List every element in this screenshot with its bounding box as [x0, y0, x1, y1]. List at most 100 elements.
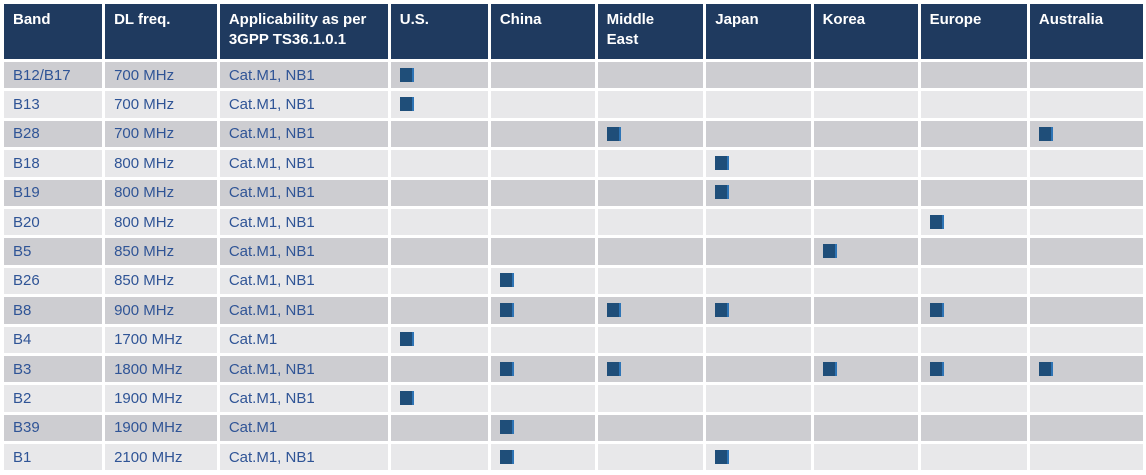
- cell-region-middle_east: [597, 120, 704, 148]
- cell-band: B18: [4, 150, 103, 177]
- cell-dl_freq: 1700 MHz: [105, 326, 217, 353]
- cell-region-middle_east: [597, 208, 704, 236]
- table-body: B12/B17 700 MHz Cat.M1, NB1 B13 700 MHz Cat.M…: [4, 62, 1143, 471]
- cell-applicability: Cat.M1, NB1: [219, 179, 388, 206]
- availability-marker: [499, 361, 514, 376]
- cell-applicability: Cat.M1: [219, 414, 388, 442]
- cell-band: B5: [4, 238, 103, 265]
- cell-region-australia: [1029, 179, 1143, 206]
- cell-region-middle_east: [597, 267, 704, 295]
- availability-marker: [499, 273, 514, 288]
- cell-region-middle_east: [597, 414, 704, 442]
- cell-region-us: [390, 120, 488, 148]
- cell-region-china: [490, 179, 595, 206]
- cell-dl_freq: 800 MHz: [105, 179, 217, 206]
- cell-region-japan: [706, 62, 811, 89]
- cell-region-europe: [920, 208, 1027, 236]
- cell-region-australia: [1029, 267, 1143, 295]
- cell-region-china: [490, 267, 595, 295]
- cell-region-us: [390, 179, 488, 206]
- cell-region-middle_east: [597, 297, 704, 324]
- cell-region-japan: [706, 238, 811, 265]
- cell-applicability: Cat.M1, NB1: [219, 267, 388, 295]
- cell-region-australia: [1029, 208, 1143, 236]
- cell-region-china: [490, 326, 595, 353]
- table-row-b39: B39 1900 MHz Cat.M1: [4, 414, 1143, 442]
- cell-region-korea: [813, 414, 918, 442]
- availability-marker: [929, 361, 944, 376]
- cell-region-us: [390, 444, 488, 471]
- table-row-b12-b17: B12/B17 700 MHz Cat.M1, NB1: [4, 62, 1143, 89]
- cell-region-middle_east: [597, 385, 704, 412]
- cell-region-us: [390, 267, 488, 295]
- cell-region-japan: [706, 208, 811, 236]
- cell-applicability: Cat.M1, NB1: [219, 297, 388, 324]
- column-header-dl_freq: DL freq.: [105, 4, 217, 59]
- cell-region-us: [390, 326, 488, 353]
- cell-region-europe: [920, 444, 1027, 471]
- cell-applicability: Cat.M1, NB1: [219, 444, 388, 471]
- column-header-applicability: Applicability as per 3GPP TS36.1.0.1: [219, 4, 388, 59]
- cell-region-china: [490, 150, 595, 177]
- table-row-b18: B18 800 MHz Cat.M1, NB1: [4, 150, 1143, 177]
- cell-region-china: [490, 444, 595, 471]
- cell-region-australia: [1029, 444, 1143, 471]
- cell-region-europe: [920, 238, 1027, 265]
- cell-applicability: Cat.M1, NB1: [219, 91, 388, 118]
- cell-region-korea: [813, 62, 918, 89]
- cell-region-middle_east: [597, 179, 704, 206]
- cell-region-australia: [1029, 62, 1143, 89]
- availability-marker: [715, 185, 730, 200]
- cell-region-china: [490, 385, 595, 412]
- cell-dl_freq: 2100 MHz: [105, 444, 217, 471]
- cell-dl_freq: 700 MHz: [105, 120, 217, 148]
- cell-dl_freq: 850 MHz: [105, 267, 217, 295]
- cell-region-japan: [706, 91, 811, 118]
- column-header-us: U.S.: [390, 4, 488, 59]
- cell-region-china: [490, 297, 595, 324]
- cell-band: B39: [4, 414, 103, 442]
- cell-region-us: [390, 62, 488, 89]
- column-header-middle_east: Middle East: [597, 4, 704, 59]
- column-header-band: Band: [4, 4, 103, 59]
- cell-region-australia: [1029, 238, 1143, 265]
- cell-band: B26: [4, 267, 103, 295]
- cell-region-australia: [1029, 414, 1143, 442]
- cell-region-china: [490, 414, 595, 442]
- cell-region-korea: [813, 355, 918, 383]
- cell-region-china: [490, 91, 595, 118]
- cell-region-australia: [1029, 385, 1143, 412]
- cell-region-us: [390, 150, 488, 177]
- cell-region-middle_east: [597, 444, 704, 471]
- cell-band: B3: [4, 355, 103, 383]
- table-row-b4: B4 1700 MHz Cat.M1: [4, 326, 1143, 353]
- table-row-b8: B8 900 MHz Cat.M1, NB1: [4, 297, 1143, 324]
- cell-region-japan: [706, 355, 811, 383]
- availability-marker: [715, 449, 730, 464]
- cell-region-middle_east: [597, 91, 704, 118]
- cell-band: B19: [4, 179, 103, 206]
- cell-region-middle_east: [597, 62, 704, 89]
- cell-band: B8: [4, 297, 103, 324]
- cell-applicability: Cat.M1, NB1: [219, 208, 388, 236]
- cell-region-us: [390, 91, 488, 118]
- table-row-b26: B26 850 MHz Cat.M1, NB1: [4, 267, 1143, 295]
- availability-marker: [399, 391, 414, 406]
- availability-marker: [399, 332, 414, 347]
- cell-band: B1: [4, 444, 103, 471]
- availability-marker: [606, 361, 621, 376]
- cell-dl_freq: 700 MHz: [105, 91, 217, 118]
- cell-region-middle_east: [597, 150, 704, 177]
- cell-region-europe: [920, 120, 1027, 148]
- cell-region-korea: [813, 120, 918, 148]
- cell-region-europe: [920, 385, 1027, 412]
- cell-region-china: [490, 355, 595, 383]
- availability-marker: [1038, 126, 1053, 141]
- cell-region-korea: [813, 208, 918, 236]
- cell-region-japan: [706, 267, 811, 295]
- cell-region-australia: [1029, 91, 1143, 118]
- cell-region-korea: [813, 326, 918, 353]
- cell-region-japan: [706, 385, 811, 412]
- availability-marker: [1038, 361, 1053, 376]
- column-header-europe: Europe: [920, 4, 1027, 59]
